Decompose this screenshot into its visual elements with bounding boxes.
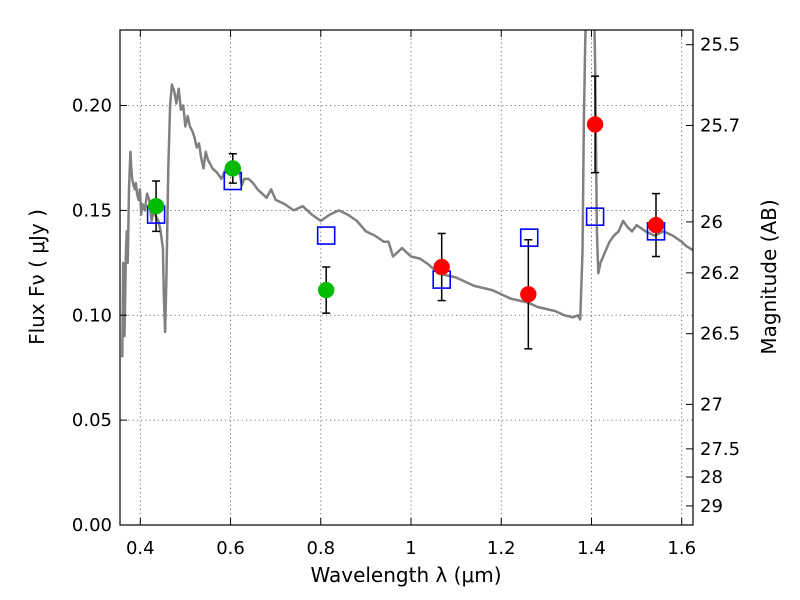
x-tick-label: 1: [405, 538, 416, 559]
y2-tick-label: 26: [700, 212, 723, 233]
model-spectrum-line: [121, 30, 693, 358]
x-tick-label: 1.4: [577, 538, 606, 559]
x-tick-label: 0.8: [306, 538, 335, 559]
y-tick-label: 0.10: [72, 305, 112, 326]
y2-tick-label: 27.5: [700, 439, 740, 460]
y2-tick-label: 25.5: [700, 35, 740, 56]
plot-frame: [119, 29, 694, 526]
plot-area: [121, 30, 693, 358]
y2-tick-label: 25.7: [700, 115, 740, 136]
grid-lines: [120, 30, 693, 526]
y2-tick-label: 26.2: [700, 263, 740, 284]
x-axis-label: Wavelength λ (μm): [310, 563, 501, 587]
x-tick-label: 0.4: [126, 538, 155, 559]
y2-tick-label: 29: [700, 496, 723, 517]
x-tick-label: 1.2: [487, 538, 516, 559]
y-tick-label: 0.20: [72, 96, 112, 117]
y2-tick-label: 28: [700, 467, 723, 488]
model-band-square: [316, 226, 336, 245]
axis-ticks: 0.4 0.6 0.8 1 1.2 1.4 1.6 0.00 0.05 0.10 0.15 0.20 2…: [72, 30, 740, 559]
observed-flux-point: [586, 116, 604, 133]
observed-flux-point: [147, 197, 165, 215]
observed-flux-point: [520, 286, 537, 303]
y2-tick-label: 26.5: [700, 324, 740, 345]
x-tick-label: 0.6: [216, 538, 245, 559]
y2-axis-label: Magnitude (AB): [757, 199, 781, 354]
observed-flux-point: [433, 258, 450, 276]
y-tick-label: 0.00: [72, 515, 112, 536]
observed-flux-point: [647, 216, 665, 234]
x-tick-label: 1.6: [667, 538, 696, 559]
observed-flux-point: [224, 160, 242, 177]
y2-tick-label: 27: [700, 394, 723, 415]
observed-flux-point: [317, 281, 335, 299]
y-axis-label: Flux Fν ( μJy ): [25, 209, 49, 345]
y-tick-label: 0.15: [72, 200, 112, 221]
model-band-square: [519, 228, 539, 247]
model-band-square: [585, 207, 605, 226]
y-tick-label: 0.05: [72, 410, 112, 431]
